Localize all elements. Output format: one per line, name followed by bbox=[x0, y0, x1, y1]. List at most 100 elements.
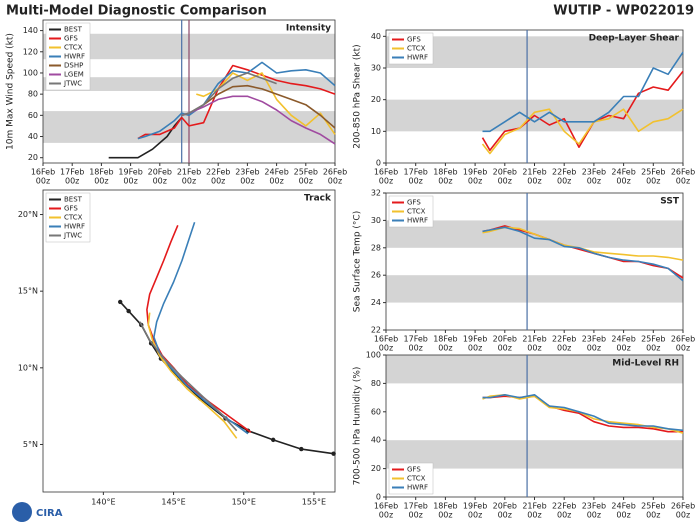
panel-title: Track bbox=[304, 194, 332, 204]
x-tick-label: 00z bbox=[153, 177, 167, 186]
legend-label: BEST bbox=[64, 196, 83, 204]
legend-label: LGEM bbox=[64, 71, 84, 79]
x-tick-label: 00z bbox=[587, 344, 601, 353]
x-tick-label: 19Feb bbox=[463, 502, 487, 511]
x-tick-label: 24Feb bbox=[264, 168, 288, 177]
x-tick-label: 00z bbox=[676, 344, 690, 353]
x-tick-label: 00z bbox=[269, 177, 283, 186]
series-line bbox=[108, 116, 183, 159]
logo-icon bbox=[12, 502, 32, 522]
panel-title: Deep-Layer Shear bbox=[589, 34, 680, 44]
y-tick-label: 100 bbox=[366, 351, 381, 360]
x-tick-label: 18Feb bbox=[433, 168, 457, 177]
x-tick-label: 00z bbox=[468, 344, 482, 353]
x-tick-label: 16Feb bbox=[374, 168, 398, 177]
x-tick-label: 25Feb bbox=[641, 168, 665, 177]
x-tick-label: 21Feb bbox=[522, 168, 546, 177]
y-tick-label: 20 bbox=[28, 153, 38, 162]
x-tick-label: 22Feb bbox=[552, 502, 576, 511]
y-tick-label: 40 bbox=[371, 32, 381, 41]
series-line bbox=[147, 312, 238, 439]
y-tick-label: 100 bbox=[23, 68, 38, 77]
series-line bbox=[181, 95, 336, 145]
x-tick-label: 24Feb bbox=[611, 335, 635, 344]
legend-label: CTCX bbox=[64, 44, 83, 52]
band bbox=[386, 275, 683, 303]
x-tick-label: 26Feb bbox=[671, 168, 695, 177]
x-tick-label: 00z bbox=[646, 344, 660, 353]
x-tick-label: 00z bbox=[299, 177, 313, 186]
x-tick-label: 18Feb bbox=[433, 502, 457, 511]
x-tick-label: 00z bbox=[409, 177, 423, 186]
x-tick-label: 18Feb bbox=[89, 168, 113, 177]
x-tick-label: 00z bbox=[94, 177, 108, 186]
x-tick-label: 26Feb bbox=[671, 335, 695, 344]
y-tick-label: 32 bbox=[371, 189, 381, 198]
series-point bbox=[118, 299, 123, 305]
x-tick-label: 00z bbox=[527, 177, 541, 186]
x-tick-label: 24Feb bbox=[611, 502, 635, 511]
x-tick-label: 20Feb bbox=[493, 502, 517, 511]
y-tick-label: 20 bbox=[371, 464, 381, 473]
legend-label: CTCX bbox=[64, 214, 83, 222]
series-point bbox=[299, 446, 304, 452]
y-tick-label: 60 bbox=[371, 407, 381, 416]
y-tick-label: 140 bbox=[23, 26, 38, 35]
x-tick-label: 16Feb bbox=[31, 168, 55, 177]
legend-label: JTWC bbox=[63, 80, 82, 88]
panel-title: SST bbox=[660, 197, 680, 207]
x-tick-label: 00z bbox=[498, 511, 512, 520]
legend-label: HWRF bbox=[407, 54, 428, 62]
series-line bbox=[181, 72, 277, 117]
x-tick-label: 00z bbox=[498, 177, 512, 186]
x-tick-label: 140°E bbox=[91, 498, 115, 507]
legend-label: HWRF bbox=[407, 484, 428, 492]
x-tick-label: 00z bbox=[557, 344, 571, 353]
x-tick-label: 00z bbox=[527, 511, 541, 520]
band bbox=[386, 36, 683, 68]
x-tick-label: 145°E bbox=[161, 498, 185, 507]
x-tick-label: 16Feb bbox=[374, 335, 398, 344]
legend-label: HWRF bbox=[64, 53, 85, 61]
legend-label: GFS bbox=[407, 199, 421, 207]
logo-text: CIRA bbox=[36, 508, 63, 519]
band bbox=[386, 440, 683, 469]
x-tick-label: 26Feb bbox=[671, 502, 695, 511]
x-tick-label: 00z bbox=[616, 344, 630, 353]
x-tick-label: 150°E bbox=[232, 498, 256, 507]
series-line bbox=[146, 224, 252, 433]
x-tick-label: 00z bbox=[409, 344, 423, 353]
series-line bbox=[482, 394, 684, 434]
legend-label: GFS bbox=[64, 35, 78, 43]
y-tick-label: 120 bbox=[23, 47, 38, 56]
series-point bbox=[126, 308, 131, 314]
x-tick-label: 19Feb bbox=[463, 168, 487, 177]
x-tick-label: 17Feb bbox=[404, 335, 428, 344]
x-tick-label: 25Feb bbox=[641, 335, 665, 344]
x-tick-label: 24Feb bbox=[611, 168, 635, 177]
x-tick-label: 17Feb bbox=[60, 168, 84, 177]
y-tick-label: 22 bbox=[371, 326, 381, 335]
panel-title: Mid-Level RH bbox=[612, 359, 679, 369]
y-axis-label: 700-500 hPa Humidity (%) bbox=[353, 367, 363, 486]
page-title: Multi-Model Diagnostic Comparison bbox=[6, 4, 267, 19]
y-tick-label: 20°N bbox=[18, 210, 38, 219]
x-tick-label: 23Feb bbox=[235, 168, 259, 177]
y-tick-label: 28 bbox=[371, 243, 381, 252]
x-tick-label: 00z bbox=[379, 344, 393, 353]
y-tick-label: 0 bbox=[376, 493, 381, 502]
series-line bbox=[119, 301, 334, 455]
x-tick-label: 00z bbox=[557, 511, 571, 520]
legend-label: JTWC bbox=[63, 232, 82, 240]
x-tick-label: 21Feb bbox=[177, 168, 201, 177]
x-tick-label: 00z bbox=[557, 177, 571, 186]
series-line bbox=[139, 321, 238, 432]
legend-label: CTCX bbox=[407, 45, 426, 53]
y-tick-label: 24 bbox=[371, 298, 381, 307]
x-tick-label: 21Feb bbox=[522, 335, 546, 344]
band bbox=[386, 355, 683, 384]
x-tick-label: 00z bbox=[409, 511, 423, 520]
x-tick-label: 16Feb bbox=[374, 502, 398, 511]
legend-label: GFS bbox=[64, 205, 78, 213]
